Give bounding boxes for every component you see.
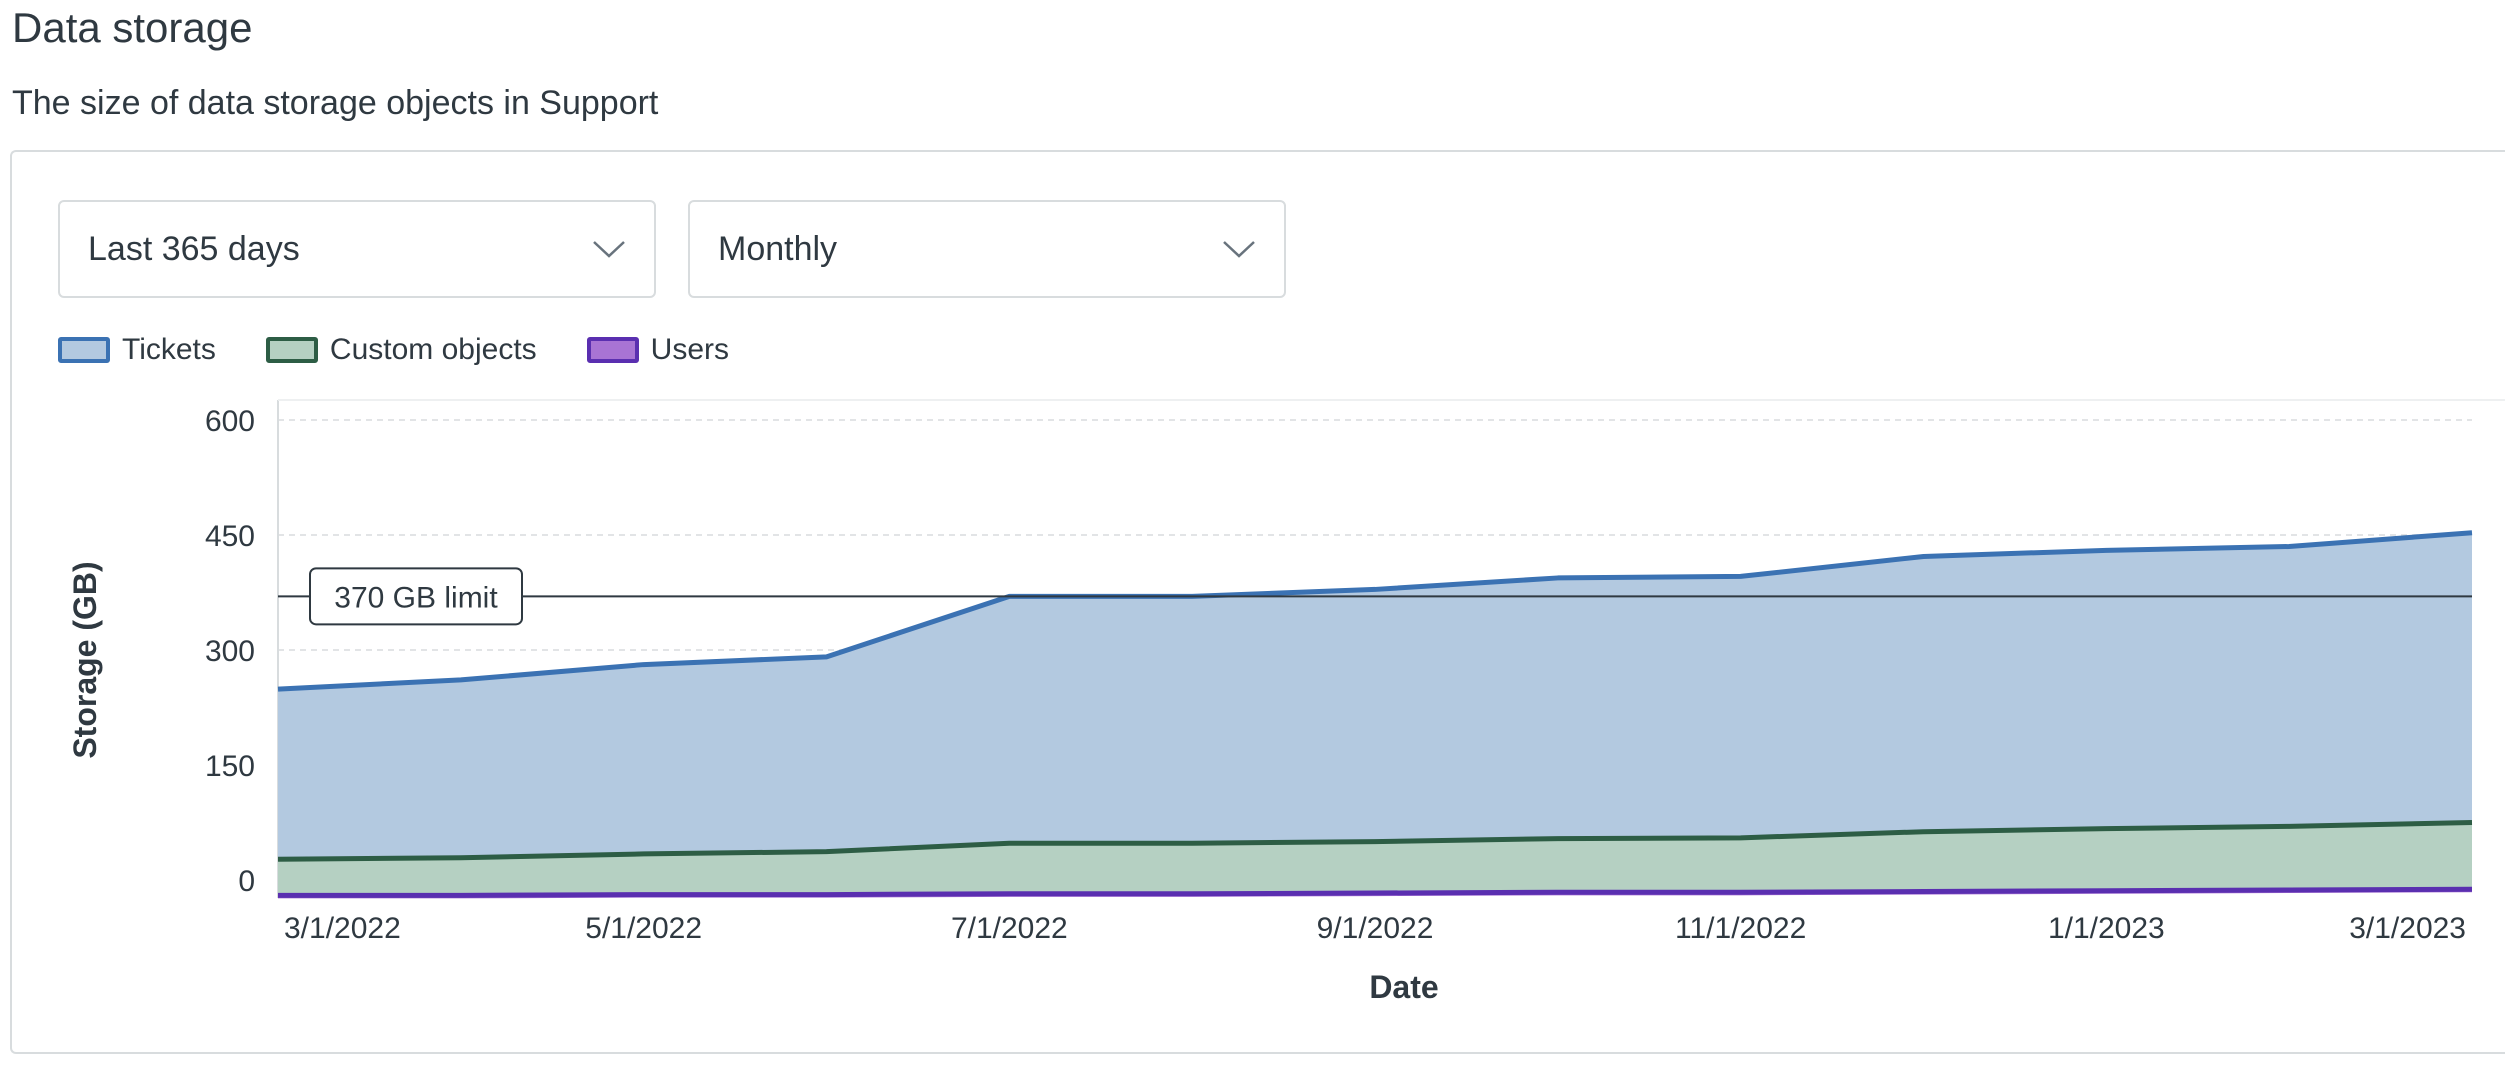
- data-point-tickets: [641, 662, 647, 668]
- data-point-tickets: [1555, 575, 1561, 581]
- data-point-users: [1921, 889, 1927, 895]
- data-point-users: [1189, 891, 1195, 897]
- x-axis-title: Date: [1369, 969, 1438, 1005]
- data-point-custom-objects: [1372, 839, 1378, 845]
- data-point-custom-objects: [275, 856, 281, 862]
- legend-swatch-custom-objects: [265, 337, 318, 363]
- date-range-dropdown[interactable]: Last 365 days: [58, 200, 656, 298]
- x-tick-label: 3/1/2023: [2349, 912, 2466, 945]
- legend-item-tickets[interactable]: Tickets: [58, 333, 216, 367]
- legend-label-users: Users: [650, 333, 729, 366]
- data-point-tickets: [275, 686, 281, 692]
- x-tick-label: 3/1/2022: [284, 912, 401, 945]
- data-point-custom-objects: [2469, 820, 2475, 826]
- data-point-tickets: [2286, 544, 2292, 550]
- data-point-users: [458, 892, 464, 898]
- data-point-custom-objects: [1738, 835, 1744, 841]
- data-point-tickets: [1372, 586, 1378, 592]
- legend-label-custom-objects: Custom objects: [329, 333, 537, 366]
- data-point-tickets: [1738, 573, 1744, 579]
- date-range-value: Last 365 days: [88, 229, 300, 268]
- data-point-tickets: [458, 677, 464, 683]
- data-point-users: [1555, 889, 1561, 895]
- limit-label-box: [309, 567, 523, 626]
- data-point-custom-objects: [1006, 840, 1012, 846]
- data-point-custom-objects: [2286, 823, 2292, 829]
- data-point-custom-objects: [641, 851, 647, 857]
- legend-swatch-tickets: [58, 337, 110, 363]
- x-tick-label: 7/1/2022: [951, 912, 1068, 945]
- legend-item-custom-objects[interactable]: Custom objects: [265, 333, 537, 367]
- legend-label-tickets: Tickets: [122, 333, 216, 366]
- data-point-users: [2286, 887, 2292, 893]
- interval-dropdown[interactable]: Monthly: [688, 200, 1286, 298]
- chart-legend: Tickets Custom objects Users: [58, 330, 779, 370]
- data-point-custom-objects: [2103, 826, 2109, 832]
- data-point-users: [1006, 891, 1012, 897]
- y-tick-label: 150: [205, 750, 255, 783]
- tickets-line: [277, 530, 2473, 692]
- data-point-users: [641, 892, 647, 898]
- data-point-users: [2103, 888, 2109, 894]
- legend-swatch-users: [586, 337, 639, 363]
- data-point-custom-objects: [1555, 836, 1561, 842]
- data-point-users: [1738, 889, 1744, 895]
- data-point-tickets: [824, 654, 830, 660]
- data-point-custom-objects: [458, 855, 464, 861]
- data-point-custom-objects: [1189, 840, 1195, 846]
- custom-objects-area: [278, 822, 2472, 896]
- chevron-down-icon: [1223, 241, 1255, 258]
- data-point-custom-objects: [1921, 829, 1927, 835]
- x-tick-label: 5/1/2022: [585, 912, 702, 945]
- limit-label: 370 GB limit: [334, 581, 498, 614]
- users-line: [278, 886, 2473, 898]
- interval-value: Monthly: [718, 229, 838, 268]
- legend-item-users[interactable]: Users: [586, 333, 729, 367]
- chevron-down-icon: [593, 241, 625, 258]
- custom-objects-line: [277, 820, 2473, 862]
- y-tick-label: 300: [205, 635, 255, 668]
- y-tick-label: 450: [205, 520, 255, 553]
- data-point-users: [824, 892, 830, 898]
- data-point-users: [275, 892, 281, 898]
- data-point-tickets: [1921, 553, 1927, 559]
- page-title: Data storage: [12, 4, 253, 51]
- data-point-users: [1372, 890, 1378, 896]
- data-point-tickets: [2469, 530, 2475, 536]
- x-tick-label: 9/1/2022: [1317, 912, 1434, 945]
- tickets-area: [278, 532, 2472, 860]
- data-point-custom-objects: [824, 849, 830, 855]
- page-subtitle: The size of data storage objects in Supp…: [12, 84, 659, 122]
- data-point-tickets: [2103, 547, 2109, 553]
- x-tick-label: 11/1/2022: [1675, 912, 1806, 945]
- data-point-users: [2469, 886, 2475, 892]
- x-tick-label: 1/1/2023: [2048, 912, 2165, 945]
- y-tick-label: 0: [238, 865, 255, 898]
- y-tick-label: 600: [205, 405, 255, 438]
- y-axis-title: Storage (GB): [67, 561, 103, 758]
